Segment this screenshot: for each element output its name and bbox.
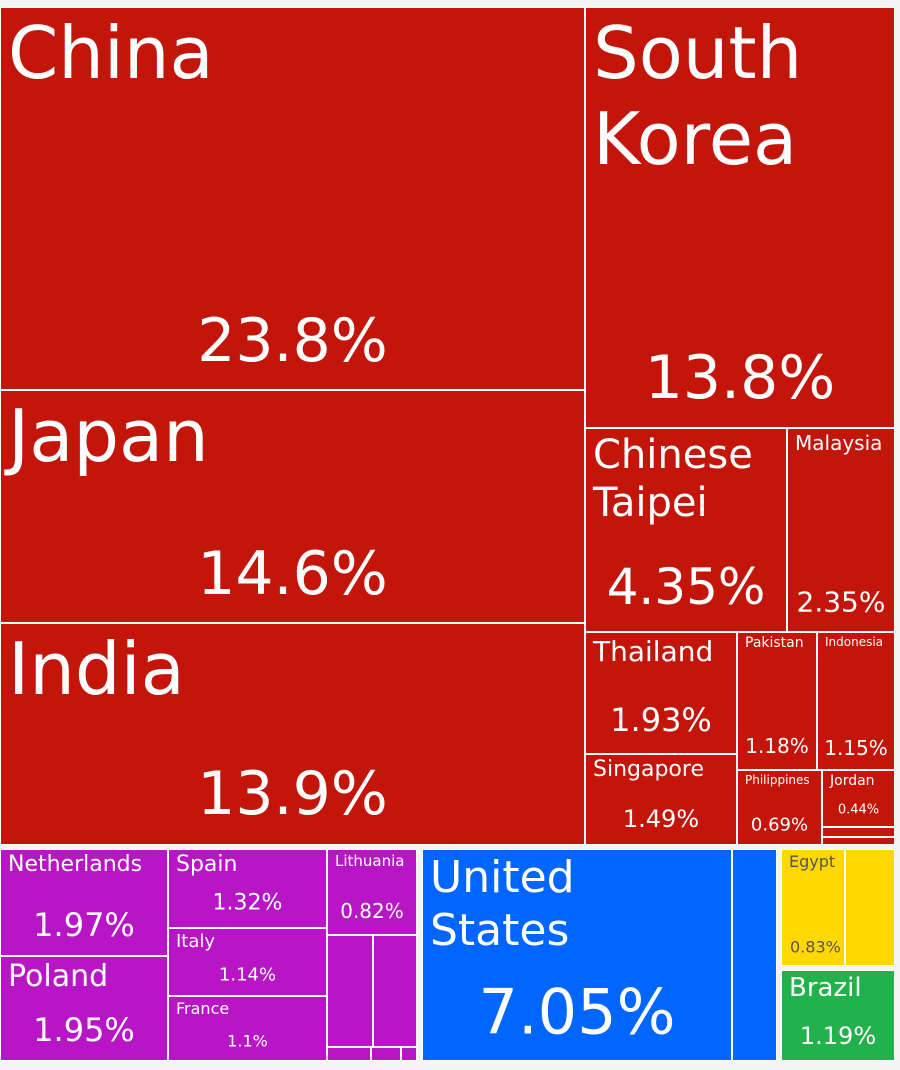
tile: [845, 849, 895, 966]
value-label: 4.35%: [606, 558, 766, 616]
value-label: 0.83%: [790, 937, 841, 957]
tile: [373, 935, 417, 1047]
value-label: 23.8%: [197, 306, 388, 376]
tile: Japan 14.6%: [0, 390, 585, 623]
tile-label: South Korea: [593, 11, 803, 182]
value-label: 1.49%: [622, 805, 700, 833]
tile-label: Thailand: [593, 635, 714, 668]
value-label: 1.32%: [212, 890, 283, 916]
value-label: 1.15%: [824, 736, 888, 760]
tile-label: Italy: [176, 931, 216, 952]
tile: United States 7.05%: [422, 849, 732, 1061]
tile-label: Japan: [8, 394, 209, 478]
tile-label: India: [8, 627, 185, 711]
tile: Spain 1.32%: [168, 849, 327, 928]
value-label: 1.14%: [218, 964, 277, 986]
tile: Malaysia 2.35%: [787, 428, 895, 632]
tile: Indonesia 1.15%: [817, 632, 895, 770]
tile-label: Brazil: [789, 973, 862, 1003]
tile: Poland 1.95%: [0, 956, 168, 1061]
tile-label: Spain: [176, 852, 238, 877]
tile-label: Malaysia: [795, 431, 883, 455]
tile-label: Lithuania: [335, 852, 405, 870]
tile: [327, 1047, 371, 1061]
tile: Egypt 0.83%: [781, 849, 845, 966]
tile: Chinese Taipei 4.35%: [585, 428, 787, 632]
tile: [371, 1047, 401, 1061]
value-label: 13.8%: [644, 343, 836, 413]
tile: [327, 935, 373, 1047]
tile: [822, 827, 895, 837]
value-label: 1.95%: [33, 1011, 135, 1049]
tile: Philippines 0.69%: [737, 770, 822, 845]
tile: Brazil 1.19%: [781, 970, 895, 1061]
tile: Pakistan 1.18%: [737, 632, 817, 770]
value-label: 14.6%: [197, 539, 388, 609]
tile-label: Philippines: [745, 773, 810, 787]
tile: China 23.8%: [0, 7, 585, 390]
value-label: 7.05%: [478, 975, 676, 1049]
value-label: 1.93%: [610, 701, 712, 739]
tile: France 1.1%: [168, 996, 327, 1061]
tile-label: Indonesia: [825, 635, 884, 649]
tile-label: Poland: [8, 959, 109, 994]
tile-label: Singapore: [593, 757, 704, 782]
tile-label: Jordan: [830, 773, 875, 789]
tile: Jordan 0.44%: [822, 770, 895, 827]
tile: [732, 849, 777, 1061]
tile: Italy 1.14%: [168, 928, 327, 996]
value-label: 0.82%: [340, 899, 404, 923]
tile-label: Chinese Taipei: [593, 432, 753, 526]
tile-label: Netherlands: [8, 852, 143, 877]
value-label: 2.35%: [796, 585, 886, 619]
value-label: 0.44%: [837, 802, 880, 818]
tile: Lithuania 0.82%: [327, 849, 417, 935]
tile-label: France: [176, 999, 230, 1018]
tile: [401, 1047, 417, 1061]
tile-label: China: [8, 11, 214, 95]
value-label: 13.9%: [197, 759, 388, 829]
value-label: 1.1%: [227, 1031, 268, 1051]
tile-label: Egypt: [789, 852, 836, 871]
tile: [822, 837, 895, 845]
tile: India 13.9%: [0, 623, 585, 845]
value-label: 1.97%: [33, 906, 135, 944]
value-label: 1.19%: [799, 1022, 877, 1050]
value-label: 1.18%: [745, 734, 809, 758]
tile: Thailand 1.93%: [585, 632, 737, 754]
tile: Singapore 1.49%: [585, 754, 737, 845]
tile: Netherlands 1.97%: [0, 849, 168, 956]
value-label: 0.69%: [750, 814, 809, 836]
tile-label: United States: [430, 852, 575, 956]
tile-label: Pakistan: [745, 635, 804, 651]
tile: South Korea 13.8%: [585, 7, 895, 428]
